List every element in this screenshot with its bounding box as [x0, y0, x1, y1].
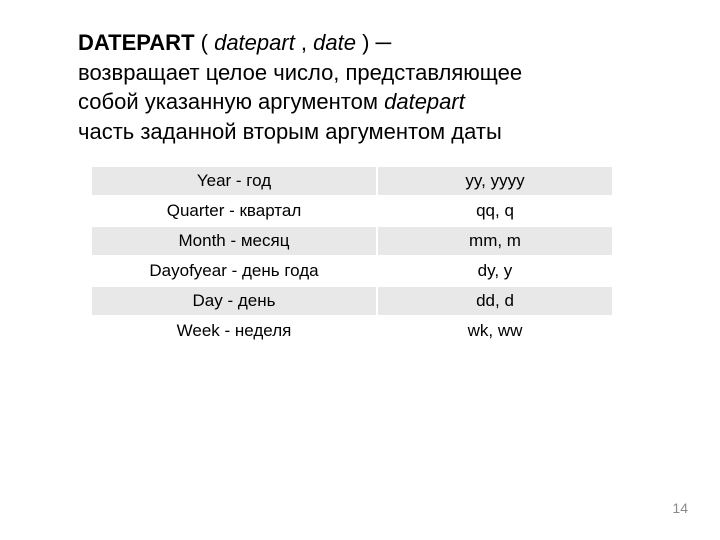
- heading-block: DATEPART ( datepart , date ) ─ возвращае…: [78, 28, 660, 147]
- table-cell-abbr: mm, m: [378, 227, 612, 255]
- table-cell-name: Dayofyear - день года: [92, 257, 378, 285]
- heading-line3b: datepart: [384, 89, 465, 114]
- table-cell-name: Day - день: [92, 287, 378, 315]
- arg1: datepart: [214, 30, 295, 55]
- table-row: Dayofyear - день года dy, y: [92, 257, 612, 287]
- table-cell-name: Month - месяц: [92, 227, 378, 255]
- datepart-table: Year - год yy, yyyy Quarter - квартал qq…: [92, 165, 612, 347]
- table-cell-abbr: dy, y: [378, 257, 612, 285]
- sig-sep: ,: [295, 30, 313, 55]
- table-row: Quarter - квартал qq, q: [92, 197, 612, 227]
- func-name: DATEPART: [78, 30, 195, 55]
- table-cell-name: Week - неделя: [92, 317, 378, 345]
- table-cell-abbr: wk, ww: [378, 317, 612, 345]
- page-number: 14: [672, 500, 688, 516]
- table-row: Week - неделя wk, ww: [92, 317, 612, 347]
- table-row: Year - год yy, yyyy: [92, 167, 612, 197]
- sig-close: ) ─: [356, 30, 391, 55]
- heading-line4: часть заданной вторым аргументом даты: [78, 119, 502, 144]
- table-row: Month - месяц mm, m: [92, 227, 612, 257]
- table-cell-name: Year - год: [92, 167, 378, 195]
- table-cell-name: Quarter - квартал: [92, 197, 378, 225]
- table-cell-abbr: yy, yyyy: [378, 167, 612, 195]
- heading-line3a: собой указанную аргументом: [78, 89, 384, 114]
- arg2: date: [313, 30, 356, 55]
- table-cell-abbr: qq, q: [378, 197, 612, 225]
- heading-line2: возвращает целое число, представляющее: [78, 60, 522, 85]
- table-cell-abbr: dd, d: [378, 287, 612, 315]
- table-row: Day - день dd, d: [92, 287, 612, 317]
- sig-open: (: [195, 30, 215, 55]
